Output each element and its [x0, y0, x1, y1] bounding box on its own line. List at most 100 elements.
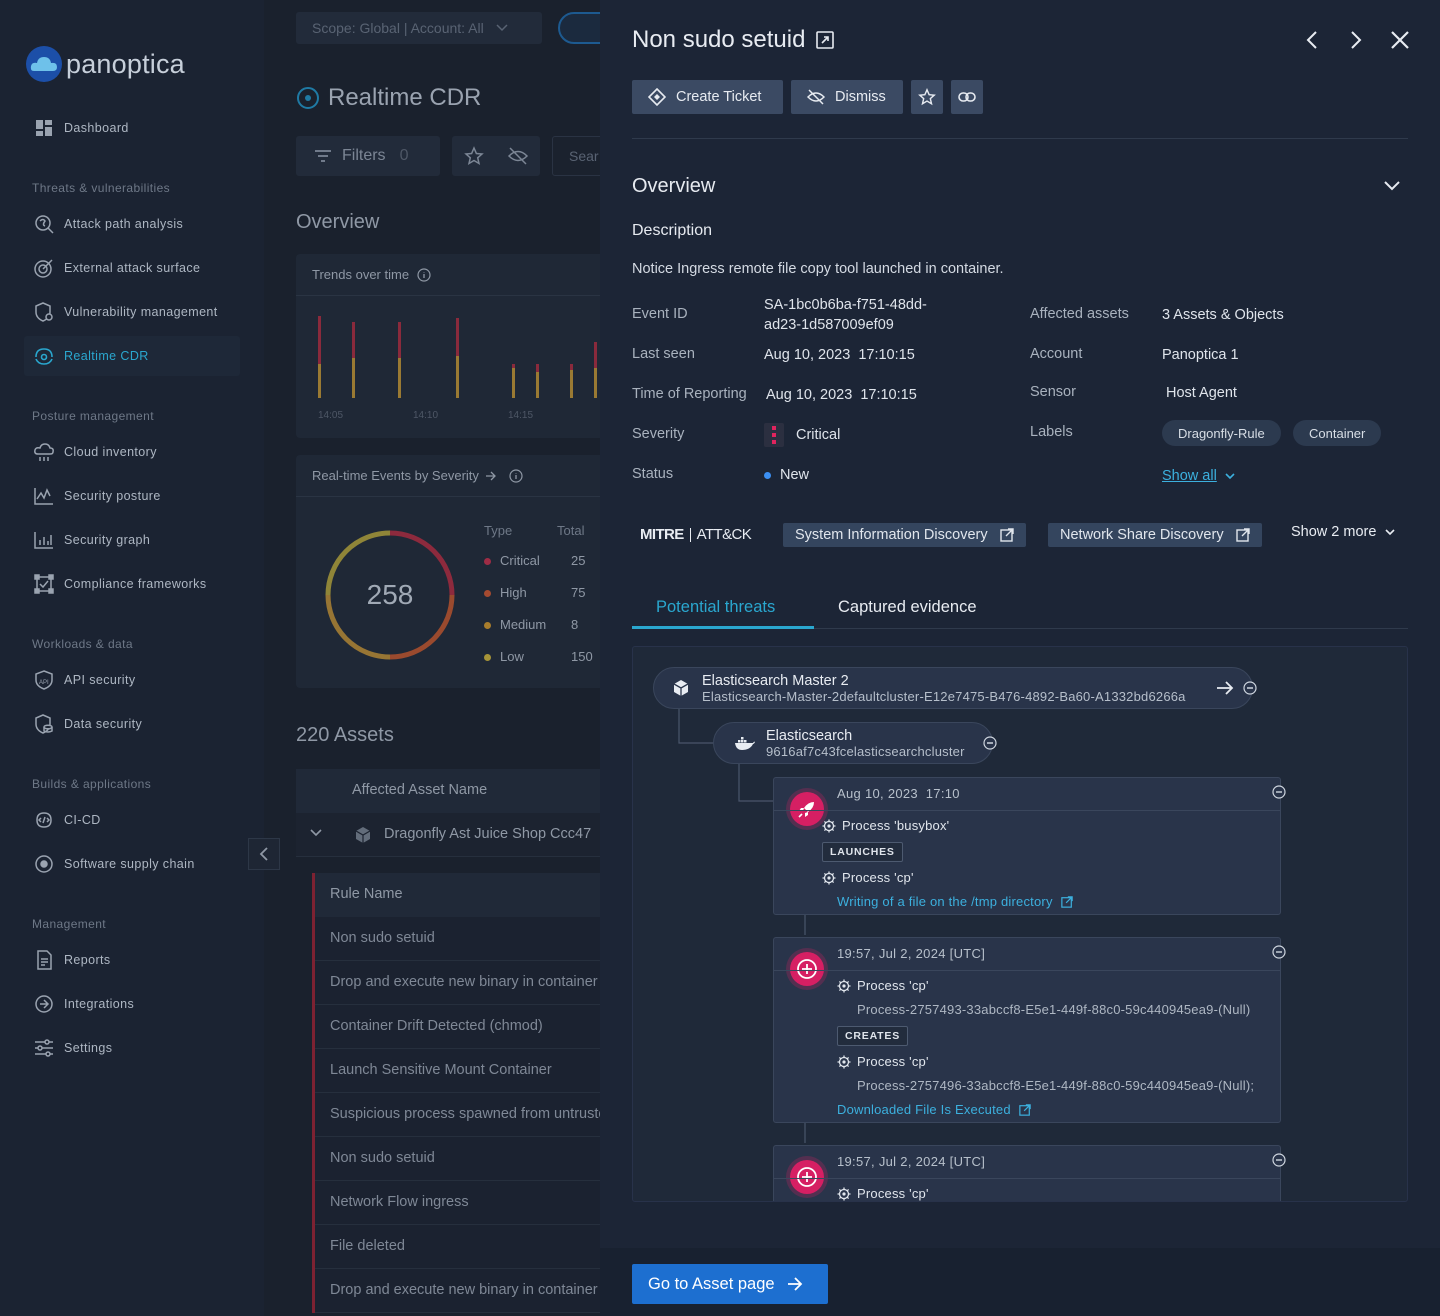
report-icon — [32, 948, 56, 972]
scope-select[interactable]: Scope: Global | Account: All — [296, 12, 542, 44]
table-row[interactable]: Network Flow ingress — [315, 1181, 600, 1225]
threat-event-card[interactable]: 19:57, Jul 2, 2024 [UTC] Process 'cp' Pr… — [773, 937, 1281, 1123]
trends-title-row: Trends over time — [312, 267, 431, 282]
previous-button[interactable] — [1298, 26, 1326, 54]
collapse-sidebar-button[interactable] — [248, 838, 280, 870]
eye-off-icon[interactable] — [507, 146, 529, 166]
dismiss-button[interactable]: Dismiss — [791, 80, 903, 114]
rule-link[interactable]: Downloaded File Is Executed — [837, 1102, 1031, 1117]
table-row[interactable]: Drop and execute new binary in container — [315, 1269, 600, 1313]
table-row[interactable]: Launch Sensitive Mount Container — [315, 1049, 600, 1093]
collapse-node-icon[interactable] — [983, 736, 997, 750]
table-row[interactable]: Dragonfly Ast Juice Shop Ccc47 — [296, 813, 600, 857]
chevron-down-icon[interactable] — [310, 829, 322, 837]
panel-header-actions — [1298, 26, 1414, 54]
table-row[interactable]: Drop and execute new binary in container — [315, 961, 600, 1005]
severity-label: Severity — [632, 426, 685, 442]
sidebar-item-data[interactable]: Data security — [24, 704, 240, 744]
sidebar-item-cicd[interactable]: CI-CD — [24, 800, 240, 840]
sidebar-item-external[interactable]: External attack surface — [24, 248, 240, 288]
external-link-icon — [1019, 1103, 1031, 1116]
assets-value[interactable]: 3 Assets & Objects — [1162, 307, 1284, 323]
sidebar-item-attack-path[interactable]: Attack path analysis — [24, 204, 240, 244]
rule-link[interactable]: Writing of a file on the /tmp directory — [837, 894, 1073, 909]
status-value: New — [764, 465, 809, 485]
tab-captured-evidence[interactable]: Captured evidence — [838, 598, 977, 616]
legend-item[interactable]: High 75 — [484, 585, 600, 603]
close-button[interactable] — [1386, 26, 1414, 54]
show-all-labels-button[interactable]: Show all — [1162, 468, 1235, 484]
go-to-asset-button[interactable]: Go to Asset page — [632, 1264, 828, 1304]
column-header[interactable]: Affected Asset Name — [352, 782, 488, 798]
show-more-techniques-button[interactable]: Show 2 more — [1291, 524, 1396, 540]
table-row[interactable]: File deleted — [315, 1225, 600, 1269]
compliance-icon — [32, 572, 56, 596]
events-title-row[interactable]: Real-time Events by Severity — [312, 468, 523, 483]
severity-value: Critical — [764, 423, 840, 447]
column-header[interactable]: Rule Name — [330, 886, 403, 902]
trend-bar-segment — [512, 368, 515, 398]
sidebar-item-cloud-inventory[interactable]: Cloud inventory — [24, 432, 240, 472]
sidebar-item-reports[interactable]: Reports — [24, 940, 240, 980]
process-row: Process 'cp' — [837, 1186, 929, 1201]
docker-icon — [735, 737, 755, 750]
copy-link-button[interactable] — [951, 80, 983, 114]
filters-button[interactable]: Filters 0 — [296, 136, 440, 176]
rule-name: Drop and execute new binary in container — [330, 974, 598, 990]
legend-value: 150 — [571, 649, 593, 664]
star-icon[interactable] — [463, 146, 484, 166]
process-id: Process-2757496-33abccf8-E5e1-449f-88c0-… — [857, 1078, 1255, 1093]
sidebar-item-security-posture[interactable]: Security posture — [24, 476, 240, 516]
tab-potential-threats[interactable]: Potential threats — [656, 598, 776, 616]
trend-bar-segment — [352, 358, 355, 398]
sidebar-item-dashboard[interactable]: Dashboard — [24, 108, 240, 148]
sidebar-item-vuln[interactable]: Vulnerability management — [24, 292, 240, 332]
table-row[interactable]: Non sudo setuid — [315, 917, 600, 961]
label-chip[interactable]: Dragonfly-Rule — [1162, 420, 1281, 446]
collapse-node-icon[interactable] — [1272, 785, 1286, 799]
asset-node-root[interactable]: Elasticsearch Master 2 Elasticsearch-Mas… — [653, 667, 1253, 709]
info-icon[interactable] — [417, 267, 431, 282]
sidebar-item-supply-chain[interactable]: Software supply chain — [24, 844, 240, 884]
chevron-up-down-icon[interactable] — [1384, 181, 1400, 191]
sidebar-item-realtime-cdr[interactable]: Realtime CDR — [24, 336, 240, 376]
info-icon[interactable] — [509, 468, 523, 483]
process-row: Process 'cp' — [837, 978, 929, 993]
table-row[interactable]: Suspicious process spawned from untruste… — [315, 1093, 600, 1137]
trend-bar-segment — [318, 364, 321, 398]
sidebar-item-security-graph[interactable]: Security graph — [24, 520, 240, 560]
collapse-node-icon[interactable] — [1243, 681, 1257, 695]
sidebar-item-integrations[interactable]: Integrations — [24, 984, 240, 1024]
legend-item[interactable]: Critical 25 — [484, 553, 600, 571]
legend-item[interactable]: Medium 8 — [484, 617, 600, 635]
mitre-technique-chip[interactable]: System Information Discovery — [783, 523, 1026, 547]
label-chip[interactable]: Container — [1293, 420, 1382, 446]
sidebar-item-settings[interactable]: Settings — [24, 1028, 240, 1068]
table-row[interactable]: Container Drift Detected (chmod) — [315, 1005, 600, 1049]
sidebar-item-compliance[interactable]: Compliance frameworks — [24, 564, 240, 604]
arrow-right-icon[interactable] — [1216, 680, 1234, 696]
rule-name: Network Flow ingress — [330, 1194, 469, 1210]
collapse-node-icon[interactable] — [1272, 945, 1286, 959]
logo[interactable]: panoptica — [24, 44, 185, 84]
live-toggle[interactable] — [558, 12, 600, 44]
legend-item[interactable]: Low 150 — [484, 649, 600, 667]
threat-event-card[interactable]: 19:57, Jul 2, 2024 [UTC] Process 'cp' — [773, 1145, 1281, 1201]
threat-event-card[interactable]: Aug 10, 2023 17:10 Process 'busybox' LAU… — [773, 777, 1281, 915]
legend-name: High — [500, 585, 527, 600]
open-in-new-icon[interactable] — [815, 30, 835, 50]
next-button[interactable] — [1342, 26, 1370, 54]
table-row[interactable]: Non sudo setuid — [315, 1137, 600, 1181]
process-name: Process 'busybox' — [842, 818, 950, 833]
svg-text:API: API — [39, 680, 49, 686]
filter-icon — [315, 150, 331, 162]
sidebar-item-api[interactable]: API API security — [24, 660, 240, 700]
collapse-node-icon[interactable] — [1272, 1153, 1286, 1167]
asset-node-child[interactable]: Elasticsearch 9616af7c43fcelasticsearchc… — [713, 722, 993, 764]
star-button[interactable] — [911, 80, 943, 114]
x-tick-label: 14:05 — [318, 410, 343, 421]
mitre-technique-chip[interactable]: Network Share Discovery — [1048, 523, 1262, 547]
x-tick-label: 14:10 — [413, 410, 438, 421]
search-input[interactable]: Sear — [552, 136, 600, 176]
create-ticket-button[interactable]: Create Ticket — [632, 80, 783, 114]
